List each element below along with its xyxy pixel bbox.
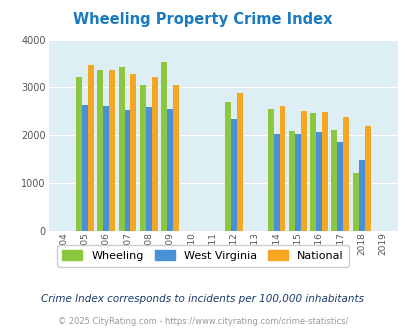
- Bar: [237, 93, 242, 231]
- Legend: Wheeling, West Virginia, National: Wheeling, West Virginia, National: [57, 245, 348, 267]
- Bar: [109, 70, 115, 231]
- Text: © 2025 CityRating.com - https://www.cityrating.com/crime-statistics/: © 2025 CityRating.com - https://www.city…: [58, 317, 347, 326]
- Bar: [82, 105, 87, 231]
- Bar: [273, 134, 279, 231]
- Bar: [309, 113, 315, 231]
- Bar: [364, 126, 370, 231]
- Bar: [161, 62, 167, 231]
- Bar: [173, 85, 179, 231]
- Bar: [288, 131, 294, 231]
- Bar: [87, 65, 94, 231]
- Bar: [343, 116, 348, 231]
- Text: Crime Index corresponds to incidents per 100,000 inhabitants: Crime Index corresponds to incidents per…: [41, 294, 364, 304]
- Bar: [124, 110, 130, 231]
- Bar: [300, 111, 306, 231]
- Bar: [352, 173, 358, 231]
- Bar: [321, 112, 327, 231]
- Bar: [294, 134, 300, 231]
- Bar: [315, 132, 321, 231]
- Bar: [118, 67, 124, 231]
- Bar: [145, 107, 151, 231]
- Bar: [230, 119, 237, 231]
- Bar: [337, 142, 343, 231]
- Bar: [167, 110, 173, 231]
- Bar: [330, 130, 337, 231]
- Bar: [358, 160, 364, 231]
- Text: Wheeling Property Crime Index: Wheeling Property Crime Index: [73, 12, 332, 26]
- Bar: [76, 77, 82, 231]
- Bar: [279, 106, 285, 231]
- Bar: [97, 70, 103, 231]
- Bar: [267, 109, 273, 231]
- Bar: [224, 102, 230, 231]
- Bar: [130, 74, 136, 231]
- Bar: [103, 106, 109, 231]
- Bar: [139, 85, 145, 231]
- Bar: [151, 77, 157, 231]
